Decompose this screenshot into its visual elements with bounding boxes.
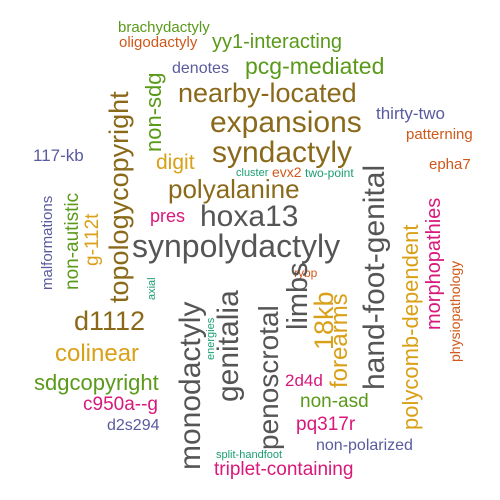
- word-non-polarized: non-polarized: [316, 437, 413, 454]
- word-physiopathology: physiopathology: [447, 260, 463, 362]
- word-117-kb: 117-kb: [33, 146, 84, 165]
- word-colinear: colinear: [55, 340, 140, 367]
- word-yy1-interacting: yy1-interacting: [212, 31, 343, 53]
- word-pq317r: pq317r: [296, 414, 356, 435]
- word-split-handfoot: split-handfoot: [216, 449, 283, 461]
- word-non-autistic: non-autistic: [62, 192, 83, 290]
- word-patterning: patterning: [406, 126, 473, 143]
- word-g-112t: g-112t: [82, 213, 103, 266]
- word-triplet-containing: triplet-containing: [214, 459, 354, 480]
- word-2d4d: 2d4d: [285, 371, 323, 390]
- word-epha7: epha7: [429, 156, 471, 173]
- word-non-sdg: non-sdg: [141, 72, 166, 152]
- word-cluster: cluster: [236, 167, 269, 179]
- word-synpolydactyly: synpolydactyly: [132, 228, 341, 264]
- word-c950a--g: c950a--g: [83, 394, 158, 415]
- word-malformations: malformations: [39, 195, 56, 290]
- word-d1112: d1112: [74, 306, 146, 336]
- word-brachydactyly: brachydactyly: [118, 19, 210, 36]
- word-sdgcopyright: sdgcopyright: [34, 370, 159, 395]
- word-forearms: forearms: [326, 293, 353, 388]
- word-rybp: rybp: [294, 266, 318, 280]
- word-axial: axial: [146, 277, 158, 300]
- word-oligodactyly: oligodactyly: [119, 34, 198, 51]
- word-pres: pres: [150, 206, 186, 226]
- word-morphopathies: morphopathies: [423, 197, 445, 330]
- word-genitalia: genitalia: [212, 290, 245, 402]
- word-thirty-two: thirty-two: [376, 104, 445, 123]
- word-expansions: expansions: [210, 106, 362, 139]
- word-polycomb-dependent: polycomb-dependent: [398, 224, 423, 430]
- word-nearby-located: nearby-located: [178, 78, 357, 108]
- word-topologycopyright: topologycopyright: [104, 91, 134, 303]
- word-pcg-mediated: pcg-mediated: [245, 53, 385, 79]
- word-syndactyly: syndactyly: [212, 136, 353, 169]
- word-two-point: two-point: [305, 166, 354, 180]
- word-monodactyly: monodactyly: [174, 301, 207, 470]
- word-evx2: evx2: [272, 164, 302, 180]
- word-polyalanine: polyalanine: [168, 174, 300, 204]
- word-denotes: denotes: [172, 60, 229, 77]
- word-digit: digit: [156, 151, 195, 174]
- word-hand-foot-genital: hand-foot-genital: [358, 164, 391, 390]
- word-d2s294: d2s294: [107, 417, 160, 434]
- word-non-asd: non-asd: [300, 391, 369, 412]
- word-hoxa13: hoxa13: [200, 200, 299, 233]
- word-penoscrotal: penoscrotal: [253, 305, 284, 450]
